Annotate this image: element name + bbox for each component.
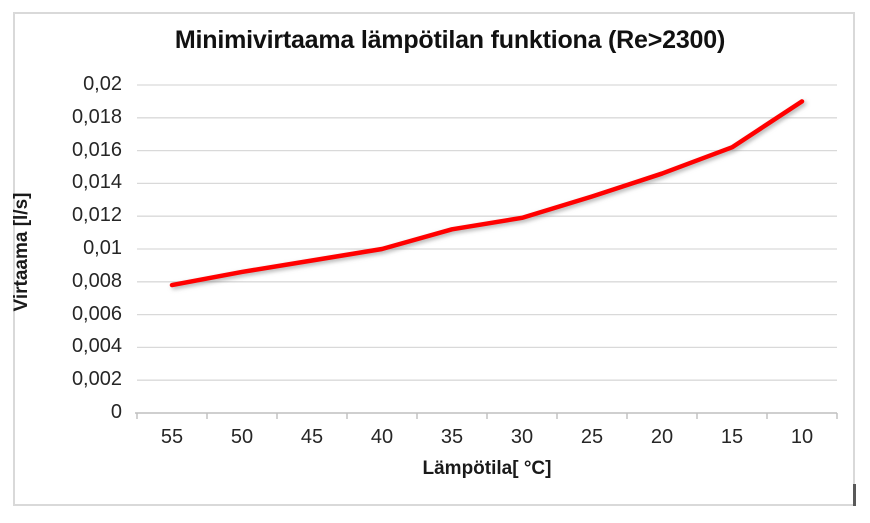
y-tick-label: 0,012 [71,204,122,227]
x-tick-label: 15 [720,426,744,448]
x-tick-label: 55 [160,426,184,448]
y-tick-label: 0,008 [71,269,122,292]
y-tick-label: 0,01 [83,237,122,259]
x-tick-label: 45 [300,426,324,448]
y-tick-label: 0,016 [71,138,122,161]
y-axis-title: Virtaama [l/s] [11,192,32,312]
chart-frame [13,12,855,506]
y-tick-label: 0,02 [83,73,122,95]
y-tick-label: 0 [110,401,122,423]
y-tick-label: 0,014 [71,171,122,194]
chart-title: Minimivirtaama lämpötilan funktiona (Re>… [174,26,726,54]
y-tick-label: 0,002 [71,368,122,391]
y-tick-label: 0,018 [71,105,122,128]
x-tick-label: 35 [440,426,464,448]
x-tick-label: 20 [650,426,674,448]
x-tick-label: 25 [580,426,604,448]
x-tick-label: 40 [370,426,394,448]
x-tick-label: 30 [510,426,534,448]
x-axis-title: Lämpötila[ °C] [422,458,552,479]
x-tick-label: 50 [230,426,254,448]
series-line [169,99,805,288]
y-tick-label: 0,006 [71,302,122,325]
y-tick-label: 0,004 [71,335,122,358]
scrollbar-fragment [853,484,856,506]
x-tick-label: 10 [790,426,814,448]
